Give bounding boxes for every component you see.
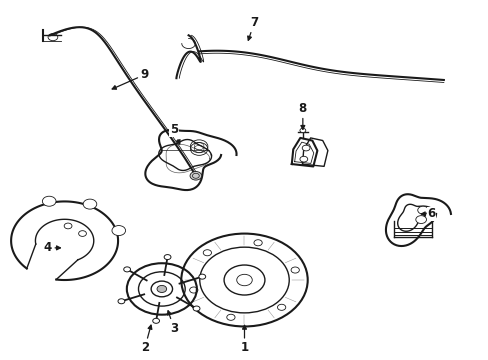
Text: 2: 2: [141, 325, 152, 354]
Circle shape: [290, 267, 299, 273]
Circle shape: [415, 216, 426, 224]
Circle shape: [199, 274, 205, 279]
Circle shape: [302, 145, 309, 151]
Circle shape: [226, 314, 235, 320]
Text: 9: 9: [112, 68, 149, 89]
Circle shape: [189, 287, 198, 293]
Circle shape: [123, 267, 130, 272]
Circle shape: [203, 250, 211, 256]
Text: 4: 4: [43, 241, 61, 255]
Text: 7: 7: [247, 16, 258, 40]
Circle shape: [164, 255, 171, 260]
Circle shape: [236, 274, 252, 286]
Circle shape: [299, 156, 307, 162]
Circle shape: [277, 304, 285, 310]
Text: 6: 6: [421, 207, 435, 220]
Circle shape: [118, 299, 124, 304]
Text: 5: 5: [169, 123, 180, 144]
Text: 8: 8: [298, 102, 306, 129]
Circle shape: [417, 206, 427, 214]
Circle shape: [112, 226, 125, 235]
Circle shape: [157, 285, 166, 292]
Circle shape: [299, 128, 305, 132]
Circle shape: [193, 306, 200, 311]
Text: 1: 1: [240, 325, 248, 354]
Text: 3: 3: [167, 311, 178, 335]
Circle shape: [190, 171, 201, 180]
Circle shape: [253, 240, 262, 246]
Circle shape: [152, 318, 159, 323]
Circle shape: [83, 199, 97, 209]
Circle shape: [42, 196, 56, 206]
